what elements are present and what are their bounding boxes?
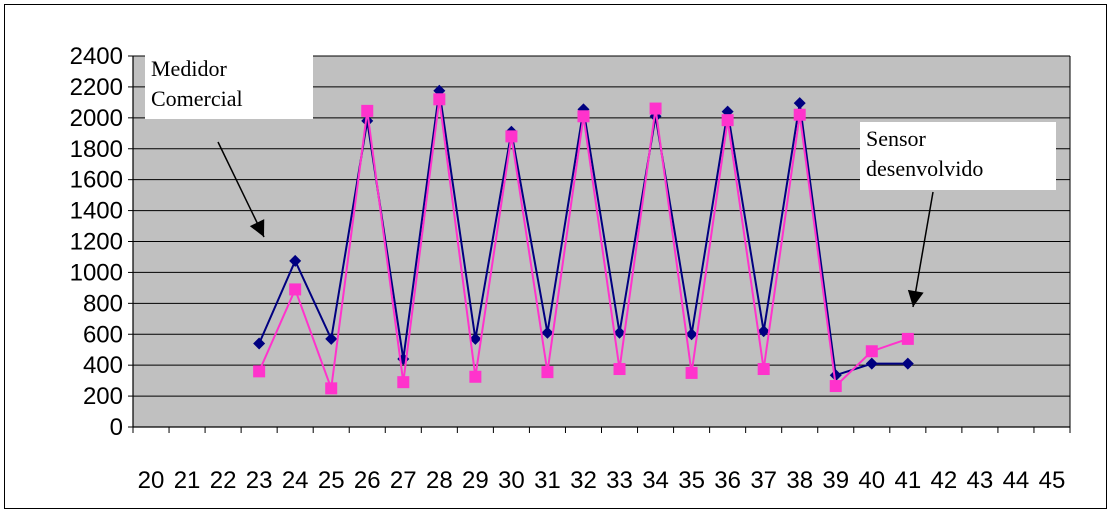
y-tick-label: 2400 bbox=[70, 43, 123, 70]
data-point bbox=[685, 328, 698, 341]
x-tick-label: 28 bbox=[426, 467, 453, 494]
data-point bbox=[289, 254, 302, 267]
data-point bbox=[865, 345, 878, 358]
data-point bbox=[361, 114, 374, 127]
annotation-sensor: Sensor desenvolvido bbox=[860, 122, 1056, 190]
data-point bbox=[253, 337, 266, 350]
data-point bbox=[901, 332, 914, 345]
annotation-sensor-line2: desenvolvido bbox=[866, 156, 984, 181]
x-tick-label: 32 bbox=[570, 467, 597, 494]
annotation-commercial-line2: Comercial bbox=[151, 86, 243, 111]
data-point bbox=[829, 369, 842, 382]
x-tick-label: 22 bbox=[210, 467, 237, 494]
data-point bbox=[325, 332, 338, 345]
data-point bbox=[361, 104, 374, 117]
x-tick-label: 29 bbox=[462, 467, 489, 494]
data-point bbox=[721, 114, 734, 127]
x-tick-label: 24 bbox=[282, 467, 309, 494]
x-tick-label: 23 bbox=[246, 467, 273, 494]
y-tick-label: 1200 bbox=[70, 229, 123, 256]
x-tick-label: 25 bbox=[318, 467, 345, 494]
data-point bbox=[541, 326, 554, 339]
x-tick-label: 35 bbox=[678, 467, 705, 494]
y-tick-label: 800 bbox=[83, 290, 123, 317]
y-tick-label: 2000 bbox=[70, 105, 123, 132]
data-point bbox=[469, 332, 482, 345]
data-point bbox=[289, 283, 302, 296]
y-tick-label: 200 bbox=[83, 383, 123, 410]
data-point bbox=[253, 365, 266, 378]
data-point bbox=[829, 380, 842, 393]
x-tick-label: 43 bbox=[967, 467, 994, 494]
data-point bbox=[577, 110, 590, 123]
data-point bbox=[325, 382, 338, 395]
data-point bbox=[757, 325, 770, 338]
x-tick-label: 31 bbox=[534, 467, 561, 494]
x-tick-labels: 20 21 22 23 24 25 26 27 28 29 30 31 32 33 34 35 36 37 38 39… bbox=[132, 427, 1071, 494]
x-tick-label: 41 bbox=[894, 467, 921, 494]
annotation-commercial: Medidor Comercial bbox=[145, 52, 313, 119]
x-tick-label: 26 bbox=[354, 467, 381, 494]
data-point bbox=[541, 366, 554, 379]
series-sensor-desenvolvido bbox=[253, 93, 914, 395]
x-tick-label: 21 bbox=[174, 467, 201, 494]
y-tick-label: 1600 bbox=[70, 167, 123, 194]
x-tick-label: 27 bbox=[390, 467, 417, 494]
y-tick-labels: 0 200 400 600 800 1000 1200 1400 1600 1800 2000 220… bbox=[70, 43, 133, 441]
x-tick-label: 45 bbox=[1039, 467, 1066, 494]
x-tick-label: 20 bbox=[138, 467, 165, 494]
x-tick-label: 44 bbox=[1003, 467, 1030, 494]
data-point bbox=[469, 370, 482, 383]
y-tick-label: 1800 bbox=[70, 136, 123, 163]
annotation-sensor-line1: Sensor bbox=[866, 126, 926, 151]
y-tick-label: 1400 bbox=[70, 198, 123, 225]
y-tick-label: 0 bbox=[110, 414, 123, 441]
arrow-sensor bbox=[907, 191, 934, 308]
data-point bbox=[793, 97, 806, 110]
arrow-commercial bbox=[217, 141, 265, 238]
data-point bbox=[757, 363, 770, 376]
x-tick-label: 37 bbox=[750, 467, 777, 494]
data-point bbox=[901, 357, 914, 370]
data-point bbox=[613, 363, 626, 376]
data-point bbox=[505, 130, 518, 143]
data-point bbox=[397, 376, 410, 389]
x-tick-label: 38 bbox=[786, 467, 813, 494]
x-tick-label: 40 bbox=[858, 467, 885, 494]
y-tick-label: 2200 bbox=[70, 74, 123, 101]
data-point bbox=[685, 366, 698, 379]
x-tick-label: 30 bbox=[498, 467, 525, 494]
x-tick-label: 42 bbox=[931, 467, 958, 494]
data-point bbox=[613, 326, 626, 339]
annotation-commercial-line1: Medidor bbox=[151, 56, 227, 81]
data-point bbox=[433, 93, 446, 106]
data-point bbox=[649, 102, 662, 115]
annotation-arrows bbox=[217, 141, 934, 308]
x-tick-label: 34 bbox=[642, 467, 669, 494]
y-tick-label: 1000 bbox=[70, 259, 123, 286]
series-group bbox=[253, 84, 914, 395]
data-point bbox=[865, 357, 878, 370]
data-point bbox=[793, 108, 806, 121]
y-tick-label: 600 bbox=[83, 321, 123, 348]
x-tick-label: 33 bbox=[606, 467, 633, 494]
x-tick-label: 39 bbox=[822, 467, 849, 494]
y-tick-label: 400 bbox=[83, 352, 123, 379]
x-tick-label: 36 bbox=[714, 467, 741, 494]
